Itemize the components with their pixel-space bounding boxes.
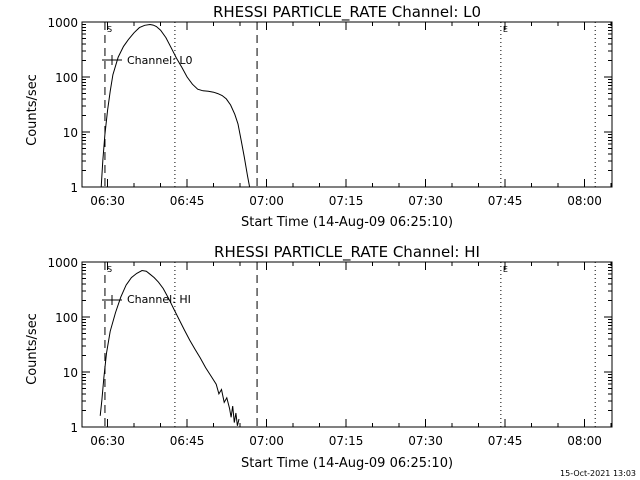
panel-lo-xlabel: Start Time (14-Aug-09 06:25:10) — [241, 215, 453, 230]
panel-hi-ylabel: Counts/sec — [25, 313, 40, 385]
footer-timestamp: 15-Oct-2021 13:03 — [560, 469, 636, 478]
panel-hi-y-tick-label: 1 — [70, 421, 78, 435]
panel-lo-series-line — [100, 23, 251, 188]
panel-lo-x-tick-label: 07:45 — [488, 194, 523, 208]
panel-hi-marker-label: S — [107, 265, 112, 274]
panel-hi-marker-label: E — [503, 265, 508, 274]
panel-hi-frame — [81, 261, 613, 428]
panel-hi-x-tick-label: 07:30 — [408, 434, 443, 448]
panel-hi-xlabel: Start Time (14-Aug-09 06:25:10) — [241, 456, 453, 471]
panel-lo: RHESSI PARTICLE_RATE Channel: L0 Start T… — [25, 3, 613, 230]
panel-lo-legend-label: Channel: L0 — [127, 54, 193, 67]
panel-hi-title: RHESSI PARTICLE_RATE Channel: HI — [214, 243, 480, 262]
panel-lo-x-tick-label: 07:00 — [249, 194, 284, 208]
panel-lo-y-tick-label: 1 — [70, 181, 78, 195]
panel-hi-y-tick-label: 100 — [55, 311, 78, 325]
panel-hi-x-tick-label: 07:00 — [249, 434, 284, 448]
panel-lo-marker-label: S — [107, 25, 112, 34]
panel-lo-frame — [81, 21, 613, 188]
panel-lo-marker-label: E — [503, 25, 508, 34]
panel-hi-x-tick-label: 07:15 — [329, 434, 364, 448]
panel-hi-series-line — [99, 269, 240, 426]
panel-lo-x-tick-label: 06:30 — [90, 194, 125, 208]
panel-hi: RHESSI PARTICLE_RATE Channel: HI Start T… — [25, 243, 613, 471]
panel-lo-x-tick-label: 06:45 — [170, 194, 205, 208]
panel-lo-y-tick-label: 10 — [63, 126, 78, 140]
panel-hi-legend-label: Channel: HI — [127, 293, 191, 306]
panel-lo-ylabel: Counts/sec — [25, 74, 40, 146]
panel-hi-x-tick-label: 06:45 — [170, 434, 205, 448]
panel-lo-title: RHESSI PARTICLE_RATE Channel: L0 — [213, 3, 481, 22]
panel-hi-x-tick-label: 06:30 — [90, 434, 125, 448]
panel-hi-x-tick-label: 07:45 — [488, 434, 523, 448]
panel-lo-y-tick-label: 100 — [55, 71, 78, 85]
panel-lo-y-tick-label: 1000 — [47, 16, 78, 30]
panel-hi-y-tick-label: 10 — [63, 366, 78, 380]
panel-hi-y-tick-label: 1000 — [47, 256, 78, 270]
panel-hi-x-tick-label: 08:00 — [567, 434, 602, 448]
panel-lo-x-tick-label: 07:30 — [408, 194, 443, 208]
panel-lo-x-tick-label: 07:15 — [329, 194, 364, 208]
panel-lo-x-tick-label: 08:00 — [567, 194, 602, 208]
